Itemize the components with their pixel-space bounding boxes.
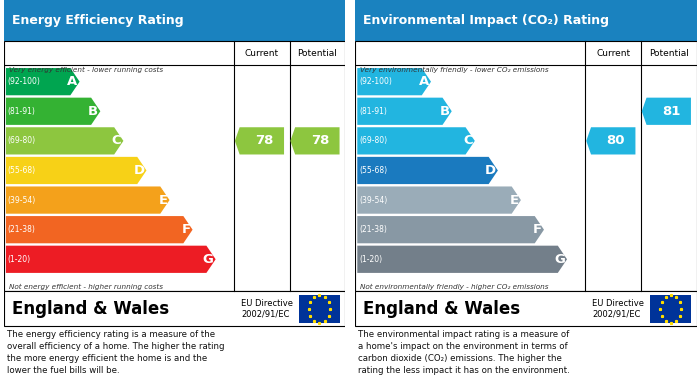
Text: A: A	[419, 75, 429, 88]
Polygon shape	[357, 216, 544, 243]
Text: EU Directive
2002/91/EC: EU Directive 2002/91/EC	[592, 299, 644, 319]
Text: Not energy efficient - higher running costs: Not energy efficient - higher running co…	[8, 284, 162, 290]
Text: G: G	[203, 253, 214, 266]
Polygon shape	[586, 127, 636, 154]
Text: 81: 81	[662, 105, 680, 118]
Text: (69-80): (69-80)	[8, 136, 36, 145]
Polygon shape	[357, 127, 475, 154]
Polygon shape	[6, 216, 192, 243]
Polygon shape	[357, 98, 452, 125]
Text: C: C	[112, 135, 121, 147]
Text: F: F	[533, 223, 542, 236]
Polygon shape	[6, 68, 80, 95]
Text: Not environmentally friendly - higher CO₂ emissions: Not environmentally friendly - higher CO…	[360, 284, 549, 290]
Polygon shape	[234, 127, 284, 154]
Text: D: D	[133, 164, 144, 177]
Text: (21-38): (21-38)	[8, 225, 36, 234]
Text: The energy efficiency rating is a measure of the
overall efficiency of a home. T: The energy efficiency rating is a measur…	[7, 330, 225, 375]
Polygon shape	[357, 157, 498, 184]
Text: B: B	[440, 105, 449, 118]
Polygon shape	[6, 127, 123, 154]
Bar	[299, 295, 340, 323]
Polygon shape	[642, 98, 691, 125]
Text: E: E	[158, 194, 167, 206]
Text: (92-100): (92-100)	[8, 77, 41, 86]
Text: C: C	[463, 135, 473, 147]
Text: (55-68): (55-68)	[359, 166, 387, 175]
Text: (39-54): (39-54)	[8, 196, 36, 204]
Text: EU Directive
2002/91/EC: EU Directive 2002/91/EC	[241, 299, 293, 319]
Text: 80: 80	[607, 135, 625, 147]
Text: 78: 78	[311, 135, 329, 147]
Text: Environmental Impact (CO₂) Rating: Environmental Impact (CO₂) Rating	[363, 14, 610, 27]
Text: (92-100): (92-100)	[359, 77, 392, 86]
Text: Very environmentally friendly - lower CO₂ emissions: Very environmentally friendly - lower CO…	[360, 67, 549, 74]
Polygon shape	[357, 187, 521, 214]
Text: Potential: Potential	[649, 48, 689, 58]
Text: (21-38): (21-38)	[359, 225, 387, 234]
Text: B: B	[88, 105, 98, 118]
Text: (69-80): (69-80)	[359, 136, 387, 145]
Text: (39-54): (39-54)	[359, 196, 387, 204]
Text: England & Wales: England & Wales	[12, 300, 169, 318]
Text: F: F	[181, 223, 190, 236]
Text: 78: 78	[256, 135, 274, 147]
Text: Potential: Potential	[298, 48, 337, 58]
Text: G: G	[554, 253, 565, 266]
Text: (1-20): (1-20)	[359, 255, 382, 264]
Text: The environmental impact rating is a measure of
a home's impact on the environme: The environmental impact rating is a mea…	[358, 330, 570, 375]
Text: D: D	[484, 164, 496, 177]
Bar	[355, 0, 696, 41]
Polygon shape	[357, 68, 431, 95]
Text: E: E	[510, 194, 519, 206]
Bar	[4, 0, 345, 41]
Polygon shape	[357, 246, 567, 273]
Text: (55-68): (55-68)	[8, 166, 36, 175]
Polygon shape	[6, 187, 169, 214]
Polygon shape	[6, 157, 146, 184]
Text: (81-91): (81-91)	[8, 107, 36, 116]
Bar	[4, 291, 345, 326]
Bar	[355, 41, 696, 291]
Text: Current: Current	[245, 48, 279, 58]
Text: Current: Current	[596, 48, 630, 58]
Text: Energy Efficiency Rating: Energy Efficiency Rating	[12, 14, 183, 27]
Text: (81-91): (81-91)	[359, 107, 387, 116]
Polygon shape	[6, 98, 100, 125]
Bar	[4, 41, 345, 291]
Text: (1-20): (1-20)	[8, 255, 31, 264]
Text: England & Wales: England & Wales	[363, 300, 521, 318]
Text: Very energy efficient - lower running costs: Very energy efficient - lower running co…	[8, 67, 162, 74]
Bar	[355, 291, 696, 326]
Polygon shape	[6, 246, 216, 273]
Bar	[650, 295, 692, 323]
Polygon shape	[290, 127, 340, 154]
Text: A: A	[67, 75, 78, 88]
